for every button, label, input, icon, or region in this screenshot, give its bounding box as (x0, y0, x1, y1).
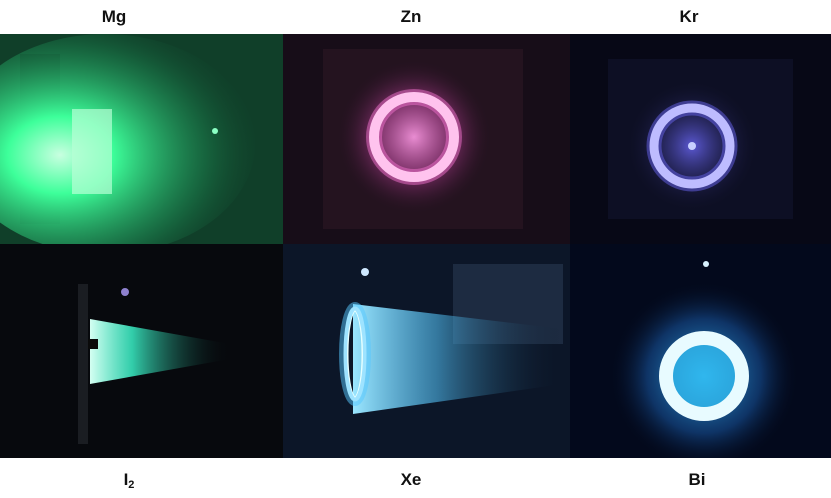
label-i2: I2 (123, 470, 135, 491)
kr-plasma-image (570, 34, 831, 244)
i2-plasma-svg (0, 244, 283, 458)
label-zn: Zn (400, 7, 422, 26)
label-mg: Mg (101, 7, 127, 26)
mg-plasma-image (0, 34, 283, 244)
label-xe: Xe (400, 470, 422, 489)
xe-plasma-image (283, 244, 570, 458)
i2-plasma-image (0, 244, 283, 458)
zn-plasma-svg (283, 34, 570, 244)
mg-plasma-svg (0, 34, 283, 244)
label-kr: Kr (679, 7, 699, 26)
kr-plasma-svg (570, 34, 831, 244)
zn-plasma-image (283, 34, 570, 244)
bi-plasma-image (570, 244, 831, 458)
xe-plasma-svg (283, 244, 570, 458)
label-bi: Bi (688, 470, 706, 489)
bi-plasma-svg (570, 244, 831, 458)
